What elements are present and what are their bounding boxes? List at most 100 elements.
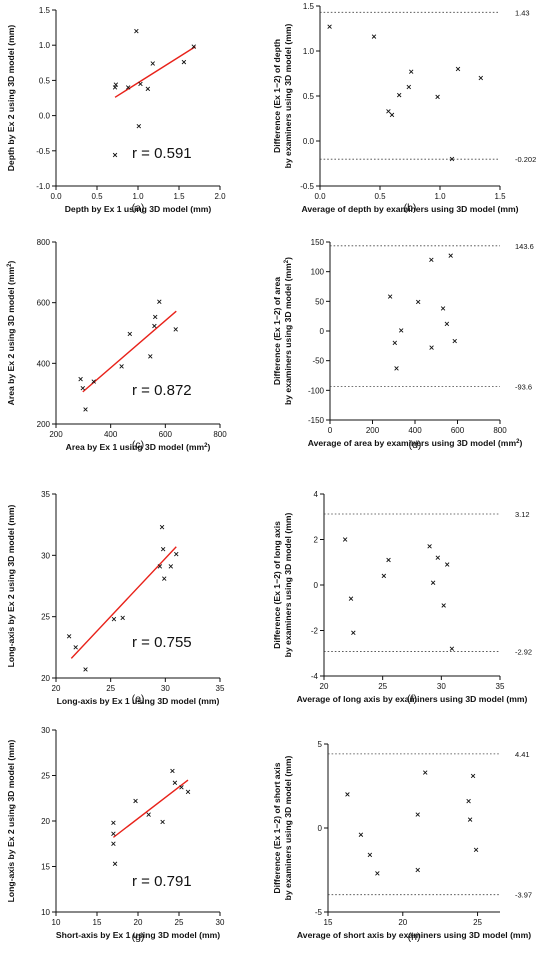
data-point-stroke bbox=[429, 345, 434, 350]
x-tick-label: 600 bbox=[159, 430, 173, 439]
data-point bbox=[168, 564, 174, 569]
data-point bbox=[191, 44, 196, 49]
x-axis-title: Average of long axis by examiners using … bbox=[297, 694, 528, 704]
data-point-stroke bbox=[136, 123, 142, 129]
data-point bbox=[170, 768, 175, 774]
data-point-stroke bbox=[111, 831, 116, 836]
y-axis-title: Long-axis by Ex 2 using 3D model (mm) bbox=[6, 504, 16, 667]
data-point-stroke bbox=[441, 603, 446, 608]
data-point-stroke bbox=[160, 819, 165, 825]
x-tick-label: 20 bbox=[398, 918, 407, 927]
data-point-stroke bbox=[415, 299, 421, 305]
data-point bbox=[148, 354, 153, 359]
data-point bbox=[392, 340, 398, 346]
data-point bbox=[66, 634, 72, 639]
data-point-stroke bbox=[80, 385, 86, 391]
data-point-stroke bbox=[415, 867, 420, 873]
x-axis-title: Average of area by examiners using 3D mo… bbox=[308, 438, 523, 448]
y-tick-label: 25 bbox=[41, 772, 50, 781]
data-point bbox=[138, 81, 143, 87]
x-tick-label: 2.0 bbox=[214, 192, 226, 201]
data-point-stroke bbox=[351, 630, 356, 635]
y-tick-label: 800 bbox=[37, 238, 51, 247]
y-axis-title: Area by Ex 2 using 3D model (mm2) bbox=[6, 261, 16, 406]
data-point bbox=[111, 616, 117, 622]
data-point bbox=[466, 798, 471, 804]
data-point bbox=[449, 646, 455, 651]
x-tick-label: 400 bbox=[408, 426, 422, 435]
x-tick-label: 1.0 bbox=[434, 192, 446, 201]
x-tick-label: 30 bbox=[161, 684, 170, 693]
panel-label: (c) bbox=[132, 439, 144, 451]
data-point-stroke bbox=[146, 812, 151, 817]
data-point-stroke bbox=[111, 616, 117, 622]
data-point-stroke bbox=[427, 544, 432, 549]
panel-label: (a) bbox=[132, 202, 145, 214]
y-tick-label: 400 bbox=[37, 359, 51, 368]
data-point-stroke bbox=[422, 770, 428, 775]
data-point-stroke bbox=[473, 847, 479, 853]
data-point bbox=[181, 59, 187, 65]
y-axis-title: by examiners using 3D model (mm) bbox=[283, 756, 293, 901]
regression-line bbox=[114, 46, 196, 98]
x-axis-title: Short-axis by Ex 1 using 3D model (mm) bbox=[56, 930, 220, 940]
data-point-stroke bbox=[125, 85, 131, 90]
data-point-stroke bbox=[342, 537, 348, 542]
y-tick-label: 0 bbox=[320, 327, 325, 336]
data-point-stroke bbox=[159, 524, 165, 530]
data-point bbox=[174, 551, 179, 557]
y-tick-label: -4 bbox=[311, 672, 319, 681]
data-point bbox=[415, 299, 421, 305]
data-point-stroke bbox=[429, 257, 434, 263]
data-point bbox=[348, 596, 354, 601]
data-point-stroke bbox=[392, 340, 398, 346]
data-point bbox=[430, 580, 436, 585]
x-tick-label: 600 bbox=[451, 426, 465, 435]
panel-h: 15 20 25 -5 0 5 Average of short axis by exami… bbox=[272, 740, 532, 943]
data-point-stroke bbox=[83, 407, 88, 412]
data-point bbox=[173, 327, 178, 332]
data-point-stroke bbox=[173, 327, 178, 332]
y-tick-label: -5 bbox=[315, 908, 323, 917]
data-point bbox=[386, 109, 391, 114]
data-point-stroke bbox=[127, 331, 133, 337]
data-point bbox=[111, 820, 116, 826]
y-tick-label: 0 bbox=[314, 581, 319, 590]
data-point-stroke bbox=[113, 82, 119, 87]
data-point-stroke bbox=[345, 792, 350, 797]
y-tick-label: 35 bbox=[41, 490, 50, 499]
data-point-stroke bbox=[466, 798, 471, 804]
data-point-stroke bbox=[185, 789, 191, 795]
y-tick-label: 20 bbox=[41, 674, 50, 683]
panel-d: 0 200 400 600 800 -150 -100 -50 0 50 100 150 Average… bbox=[272, 238, 534, 451]
data-point-stroke bbox=[375, 871, 380, 876]
y-tick-label: 30 bbox=[41, 551, 50, 560]
data-point bbox=[429, 345, 434, 350]
x-tick-label: 35 bbox=[216, 684, 225, 693]
data-point-stroke bbox=[367, 852, 373, 858]
data-point bbox=[83, 667, 88, 672]
y-axis-title: Long-axis by Ex 2 using 3D model (mm) bbox=[6, 739, 16, 902]
y-axis-title: Difference (Ex 1−2) of long axis bbox=[272, 521, 282, 649]
data-point-stroke bbox=[83, 667, 88, 672]
limit-of-agreement-label: -2.92 bbox=[515, 647, 532, 656]
x-tick-label: 0.5 bbox=[374, 192, 386, 201]
y-axis-title: Difference (Ex 1−2) of short axis bbox=[272, 762, 282, 893]
data-point-stroke bbox=[120, 615, 125, 621]
x-tick-label: 20 bbox=[134, 918, 143, 927]
data-point bbox=[160, 819, 165, 825]
data-point-stroke bbox=[435, 94, 440, 100]
data-point-stroke bbox=[181, 59, 187, 65]
x-tick-label: 1.5 bbox=[494, 192, 506, 201]
data-point bbox=[172, 780, 178, 785]
data-point-stroke bbox=[440, 306, 446, 311]
data-point-stroke bbox=[112, 861, 118, 866]
data-point-stroke bbox=[112, 85, 118, 90]
y-tick-label: 4 bbox=[314, 490, 319, 499]
x-axis-title: Area by Ex 1 using 3D model (mm2) bbox=[66, 442, 211, 452]
data-point bbox=[162, 576, 167, 581]
data-point bbox=[157, 299, 162, 304]
y-tick-label: 200 bbox=[37, 420, 51, 429]
x-tick-label: 30 bbox=[437, 682, 446, 691]
data-point-stroke bbox=[358, 832, 364, 837]
